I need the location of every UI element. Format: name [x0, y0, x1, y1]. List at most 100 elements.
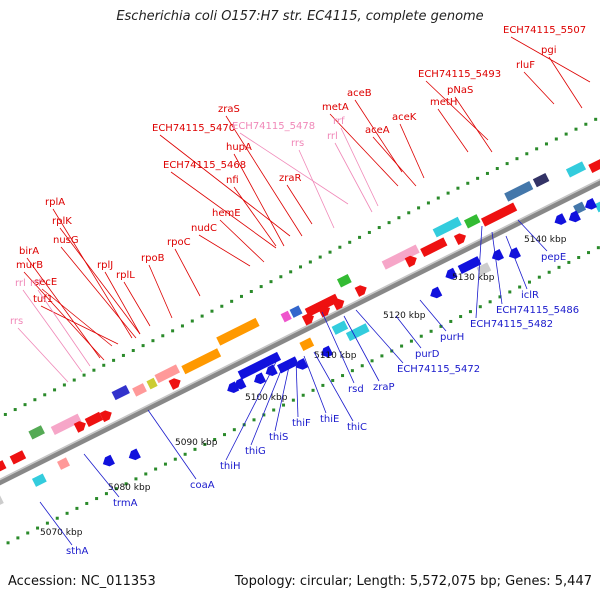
forward-gene-block[interactable] — [532, 172, 550, 188]
reverse-gene-block[interactable] — [457, 256, 482, 275]
gene-label-top[interactable]: rluF — [516, 60, 535, 71]
forward-gene-arrow[interactable] — [73, 419, 88, 433]
forward-gene-block[interactable] — [146, 377, 158, 390]
gene-label-top[interactable]: aceK — [392, 112, 417, 123]
gene-label-bottom[interactable]: iclR — [521, 290, 539, 301]
gene-label-top[interactable]: rplJ — [97, 260, 113, 271]
gene-label-bottom[interactable]: thiE — [320, 414, 339, 425]
gene-label-top[interactable]: rrf — [30, 278, 42, 289]
gene-label-top[interactable]: hupA — [226, 142, 252, 153]
reverse-gene-block[interactable] — [594, 199, 600, 213]
forward-gene-block[interactable] — [111, 384, 130, 401]
gene-label-bottom[interactable]: ECH74115_5472 — [397, 364, 480, 375]
forward-gene-block[interactable] — [132, 383, 147, 397]
reverse-gene-arrow[interactable] — [294, 358, 309, 372]
reverse-gene-arrow[interactable] — [319, 345, 334, 360]
forward-gene-arrow[interactable] — [354, 283, 369, 297]
gene-label-bottom[interactable]: thiC — [347, 422, 367, 433]
reverse-gene-block[interactable] — [345, 323, 370, 342]
forward-gene-block[interactable] — [463, 214, 481, 229]
reverse-gene-arrow[interactable] — [507, 247, 521, 261]
gene-label-top[interactable]: ECH74115_5493 — [418, 69, 501, 80]
reverse-gene-arrow[interactable] — [567, 210, 581, 225]
forward-gene-arrow[interactable] — [99, 408, 114, 423]
forward-gene-arrow[interactable] — [301, 312, 316, 326]
forward-gene-block[interactable] — [565, 161, 587, 178]
gene-label-top[interactable]: hemE — [212, 208, 241, 219]
gene-label-top[interactable]: zraS — [218, 104, 240, 115]
reverse-gene-arrow[interactable] — [101, 454, 115, 469]
forward-gene-arrow[interactable] — [332, 296, 346, 311]
reverse-gene-block[interactable] — [476, 262, 492, 276]
gene-label-top[interactable]: rrs — [10, 316, 23, 327]
forward-gene-arrow[interactable] — [168, 376, 183, 390]
gene-label-top[interactable]: rplL — [116, 270, 135, 281]
forward-gene-block[interactable] — [154, 364, 180, 384]
forward-gene-block[interactable] — [480, 202, 518, 227]
gene-label-top[interactable]: zraR — [279, 173, 301, 184]
reverse-gene-arrow[interactable] — [127, 448, 141, 462]
reverse-gene-block[interactable] — [57, 457, 70, 470]
forward-gene-block[interactable] — [304, 293, 340, 317]
gene-label-top[interactable]: rrf — [333, 116, 345, 127]
forward-gene-block[interactable] — [381, 244, 420, 270]
gene-label-bottom[interactable]: purD — [415, 349, 440, 360]
gene-label-top[interactable]: pgi — [541, 45, 556, 56]
gene-label-top[interactable]: aceB — [347, 88, 372, 99]
gene-label-bottom[interactable]: ECH74115_5482 — [470, 319, 553, 330]
forward-gene-block[interactable] — [280, 310, 292, 323]
gene-label-top[interactable]: rpoB — [141, 253, 165, 264]
reverse-gene-arrow[interactable] — [428, 286, 443, 301]
gene-label-bottom[interactable]: zraP — [373, 382, 395, 393]
gene-label-bottom[interactable]: ECH74115_5486 — [496, 305, 579, 316]
gene-label-top[interactable]: rpoC — [167, 237, 191, 248]
gene-label-top[interactable]: birA — [19, 246, 39, 257]
gene-label-bottom[interactable]: purH — [440, 332, 464, 343]
gene-label-top[interactable]: murB — [16, 260, 43, 271]
forward-gene-block[interactable] — [504, 181, 534, 202]
reverse-gene-arrow[interactable] — [583, 198, 598, 212]
gene-label-top[interactable]: rrl — [15, 278, 26, 289]
gene-label-top[interactable]: metH — [430, 97, 457, 108]
reverse-gene-arrow[interactable] — [443, 267, 458, 282]
forward-gene-block[interactable] — [28, 425, 45, 440]
reverse-gene-arrow[interactable] — [252, 372, 267, 386]
reverse-gene-arrow[interactable] — [232, 377, 247, 392]
forward-gene-block[interactable] — [84, 411, 104, 427]
forward-gene-block[interactable] — [432, 216, 462, 238]
gene-label-top[interactable]: rrs — [291, 138, 304, 149]
gene-label-bottom[interactable]: thiF — [292, 418, 311, 429]
gene-label-bottom[interactable]: coaA — [190, 480, 215, 491]
forward-gene-block[interactable] — [336, 274, 352, 288]
gene-label-top[interactable]: nusG — [53, 235, 79, 246]
gene-label-bottom[interactable]: trmA — [113, 498, 138, 509]
forward-gene-block[interactable] — [588, 155, 600, 173]
gene-label-top[interactable]: pNaS — [447, 85, 473, 96]
gene-label-top[interactable]: tuf1 — [33, 294, 53, 305]
reverse-gene-block[interactable] — [331, 320, 349, 335]
gene-label-top[interactable]: ECH74115_5470 — [152, 123, 235, 134]
forward-gene-block[interactable] — [0, 460, 7, 478]
forward-gene-block[interactable] — [181, 348, 222, 375]
gene-label-top[interactable]: ECH74115_5468 — [163, 160, 246, 171]
gene-label-top[interactable]: nudC — [191, 223, 217, 234]
gene-label-top[interactable]: ECH74115_5478 — [232, 121, 315, 132]
forward-gene-block[interactable] — [50, 413, 82, 436]
gene-label-top[interactable]: rrl — [327, 131, 338, 142]
gene-label-bottom[interactable]: sthA — [66, 546, 88, 557]
reverse-gene-block[interactable] — [277, 356, 299, 374]
gene-label-top[interactable]: metA — [322, 102, 349, 113]
forward-gene-block[interactable] — [289, 305, 303, 318]
forward-gene-block[interactable] — [420, 237, 448, 258]
gene-label-top[interactable]: aceA — [365, 125, 390, 136]
forward-gene-arrow[interactable] — [404, 253, 419, 268]
gene-label-bottom[interactable]: thiG — [245, 446, 266, 457]
forward-gene-block[interactable] — [9, 450, 27, 465]
gene-label-top[interactable]: secE — [34, 277, 57, 288]
forward-gene-arrow[interactable] — [317, 304, 332, 318]
gene-label-top[interactable]: nfi — [226, 175, 239, 186]
forward-gene-block[interactable] — [216, 317, 260, 346]
gene-label-top[interactable]: rplA — [45, 197, 65, 208]
gene-label-bottom[interactable]: pepE — [541, 252, 566, 263]
